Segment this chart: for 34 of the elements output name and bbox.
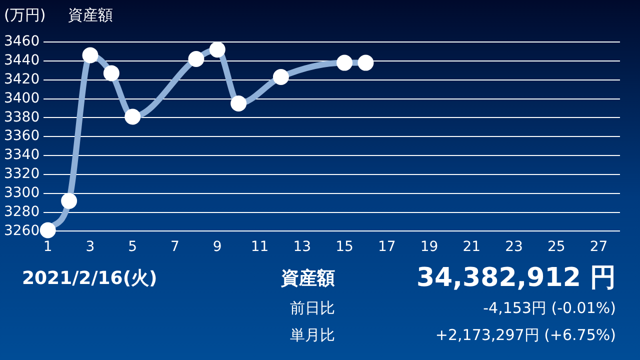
y-tick-label: 3380 — [4, 109, 40, 126]
text: +2,173,297円 (+6.75%) — [435, 326, 616, 345]
y-tick-label: 3340 — [4, 147, 40, 164]
y-tick-label: 3260 — [4, 222, 40, 239]
text: 2021/2/16(火) — [22, 267, 158, 290]
x-tick-label: 15 — [336, 239, 354, 256]
text: 単月比 — [290, 326, 335, 345]
y-axis-title: (万円) — [4, 6, 46, 25]
x-tick-label: 25 — [548, 239, 566, 256]
x-tick-label: 19 — [420, 239, 438, 256]
x-tick-label: 27 — [590, 239, 608, 256]
y-tick-label: 3320 — [4, 166, 40, 182]
y-tick-label: 3420 — [4, 71, 40, 88]
text: 34,382,912 円 — [416, 262, 616, 295]
text: 前日比 — [290, 299, 335, 318]
y-tick-label: 3360 — [4, 128, 40, 144]
chart-title: 資産額 — [68, 6, 113, 25]
x-tick-label: 17 — [378, 239, 396, 256]
x-tick-label: 9 — [212, 239, 222, 256]
x-tick-label: 7 — [170, 239, 180, 256]
text: 資産額 — [281, 267, 335, 290]
y-tick-label: 3440 — [4, 52, 40, 69]
x-tick-label: 11 — [250, 239, 269, 256]
text: -4,153円 (-0.01%) — [483, 299, 616, 318]
x-tick-label: 13 — [293, 239, 312, 256]
y-tick-label: 3300 — [4, 185, 40, 201]
x-tick-label: 21 — [462, 239, 481, 256]
x-tick-label: 1 — [43, 239, 52, 256]
x-tick-label: 3 — [86, 239, 95, 256]
x-tick-label: 23 — [505, 239, 523, 256]
y-tick-label: 3460 — [4, 34, 40, 50]
x-tick-label: 5 — [128, 239, 138, 256]
y-tick-label: 3400 — [4, 90, 40, 106]
y-tick-label: 3280 — [4, 204, 40, 220]
